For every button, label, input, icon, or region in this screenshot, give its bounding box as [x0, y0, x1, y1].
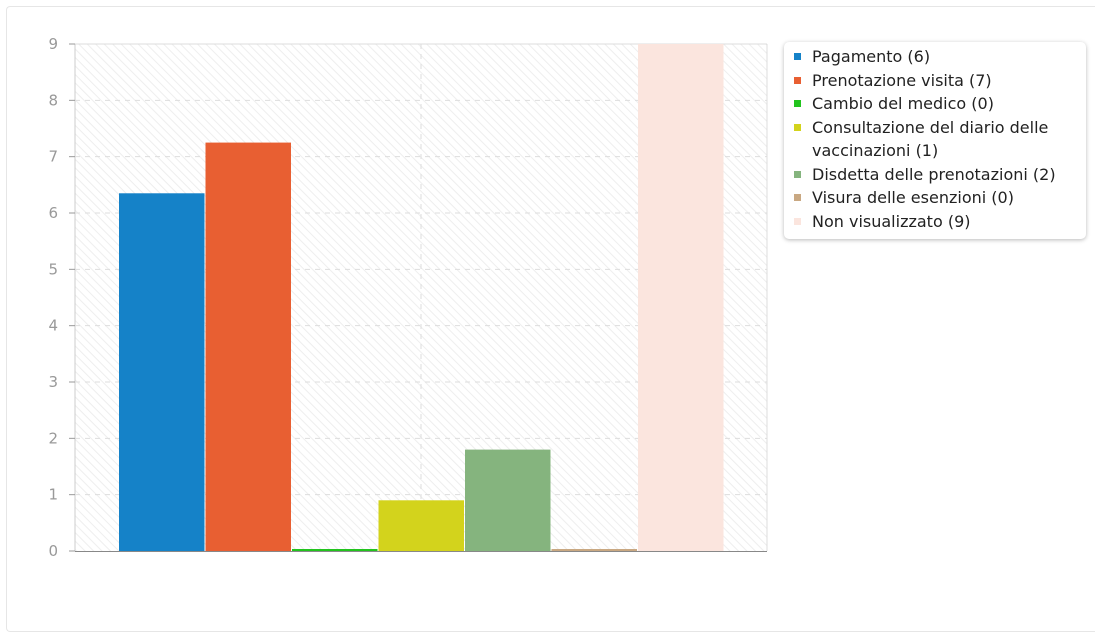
legend: Pagamento (6) Prenotazione visita (7) Camb… — [784, 42, 1086, 239]
legend-item[interactable]: Non visualizzato (9) — [794, 210, 1078, 234]
y-tick-label: 4 — [48, 317, 58, 335]
legend-label: Visura delle esenzioni (0) — [812, 188, 1014, 207]
bar-2 — [205, 142, 291, 552]
bar-4 — [378, 500, 464, 551]
legend-item[interactable]: Disdetta delle prenotazioni (2) — [794, 163, 1078, 187]
legend-label: Consultazione del diario delle vaccinazi… — [812, 117, 1049, 161]
legend-swatch — [794, 53, 801, 60]
legend-item[interactable]: Cambio del medico (0) — [794, 92, 1078, 116]
legend-label: Prenotazione visita (7) — [812, 70, 992, 90]
legend-swatch — [794, 76, 801, 84]
y-tick-label: 5 — [48, 260, 58, 278]
y-tick-label: 3 — [48, 373, 58, 391]
legend-swatch — [794, 123, 801, 131]
y-tick-label: 8 — [48, 91, 58, 109]
bars — [119, 44, 724, 552]
legend-item[interactable]: Visura delle esenzioni (0) — [794, 186, 1078, 210]
legend-swatch — [794, 217, 801, 225]
legend-swatch — [794, 170, 801, 178]
legend-swatch — [794, 194, 801, 201]
y-axis: 0 1 2 3 4 5 6 7 8 9 — [48, 35, 75, 560]
bar-3 — [292, 549, 378, 551]
legend-swatch — [794, 100, 801, 107]
y-tick-label: 1 — [48, 486, 58, 504]
legend-item[interactable]: Prenotazione visita (7) — [794, 69, 1078, 93]
legend-item[interactable]: Pagamento (6) — [794, 45, 1078, 69]
y-tick-label: 6 — [48, 204, 58, 222]
bar-6 — [551, 549, 637, 551]
bar-5 — [465, 449, 551, 551]
legend-label: Non visualizzato (9) — [812, 211, 971, 231]
y-tick-label: 0 — [48, 542, 58, 560]
legend-label: Disdetta delle prenotazioni (2) — [812, 164, 1056, 184]
y-tick-label: 7 — [48, 148, 58, 166]
bar-1 — [119, 193, 205, 552]
bar-7 — [638, 44, 724, 551]
legend-label: Cambio del medico (0) — [812, 94, 994, 113]
y-tick-label: 2 — [48, 429, 58, 447]
legend-item[interactable]: Consultazione del diario delle vaccinazi… — [794, 116, 1078, 163]
legend-label: Pagamento (6) — [812, 47, 931, 66]
y-tick-label: 9 — [48, 35, 58, 53]
